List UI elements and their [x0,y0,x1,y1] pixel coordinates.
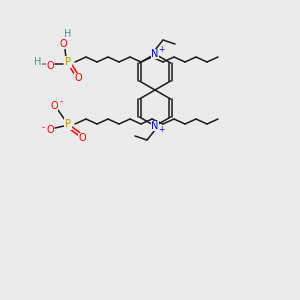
Text: H: H [64,29,72,39]
Text: +: + [158,125,164,134]
Text: P: P [65,119,71,129]
Text: P: P [65,57,71,67]
Text: -: - [59,98,62,106]
Text: O: O [46,125,54,135]
Text: +: + [158,46,164,55]
Text: N: N [151,49,159,59]
Text: O: O [59,39,67,49]
Text: O: O [46,61,54,71]
Text: N: N [151,121,159,131]
Text: O: O [74,73,82,83]
Text: O: O [78,133,86,143]
Text: H: H [34,57,42,67]
Text: O: O [50,101,58,111]
Text: -: - [41,124,44,133]
